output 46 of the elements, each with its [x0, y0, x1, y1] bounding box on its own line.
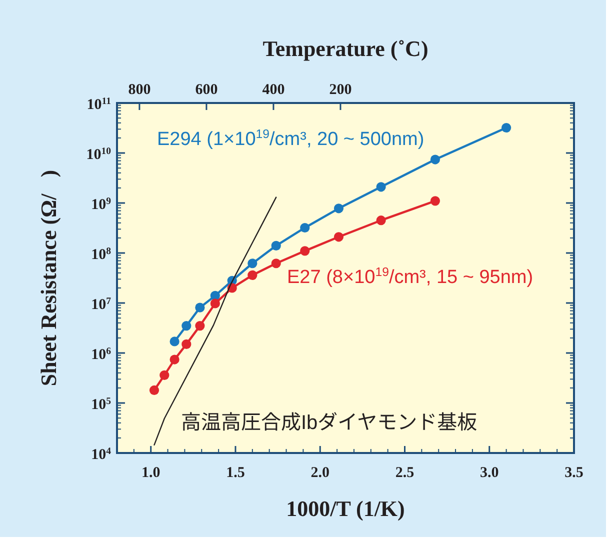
point — [430, 154, 440, 164]
point — [195, 320, 205, 331]
y-tick-label: 10$^{9}$ — [91, 196, 112, 213]
point — [334, 232, 344, 242]
point — [501, 122, 512, 133]
x-tick-label: 2.0 — [310, 465, 330, 481]
x-tick-label: 2.5 — [395, 465, 414, 481]
point — [248, 270, 258, 280]
point — [271, 240, 281, 250]
point — [170, 336, 180, 346]
y-tick-label: 10$^{11}$ — [86, 96, 112, 113]
y-axis-title: Sheet Resistance (Ω/ ) — [36, 170, 61, 386]
y-tick-label: 10$^{6}$ — [91, 346, 112, 363]
annotation: 高温高圧合成Ibダイヤモンド基板 — [181, 412, 478, 434]
series-label: E27 (8×10$^{19}$/cm³, 15 ~ 95nm) — [287, 265, 534, 288]
point — [430, 196, 440, 206]
point — [182, 339, 192, 349]
point — [182, 320, 192, 331]
point — [300, 222, 310, 233]
point — [334, 204, 344, 214]
point — [271, 258, 281, 268]
x-axis-title: 1000/T (1/K) — [286, 496, 405, 521]
point — [160, 370, 170, 380]
point — [149, 385, 160, 396]
y-tick-label: 10$^{7}$ — [91, 296, 112, 313]
y-tick-label: 10$^{5}$ — [91, 396, 112, 413]
series-label: E294 (1×10$^{19}$/cm³, 20 ~ 500nm) — [157, 127, 424, 150]
point — [248, 258, 258, 268]
x2-tick-label: 200 — [329, 82, 352, 98]
x-tick-label: 3.5 — [564, 465, 584, 481]
x2-tick-label: 800 — [128, 82, 151, 98]
x-tick-label: 3.0 — [480, 465, 499, 481]
point — [376, 182, 386, 192]
point — [300, 246, 310, 256]
x2-axis-title: Temperature (˚C) — [262, 36, 428, 61]
point — [210, 298, 220, 308]
y-tick-label: 10$^{10}$ — [86, 146, 112, 163]
point — [170, 354, 180, 364]
point — [195, 302, 205, 312]
y-tick-label: 10$^{4}$ — [91, 446, 112, 463]
x2-tick-label: 600 — [195, 82, 218, 98]
x-tick-label: 1.0 — [141, 465, 160, 481]
x-tick-label: 1.5 — [226, 465, 245, 481]
y-tick-label: 10$^{8}$ — [91, 246, 112, 263]
point — [376, 216, 386, 226]
x2-tick-label: 400 — [262, 82, 285, 98]
